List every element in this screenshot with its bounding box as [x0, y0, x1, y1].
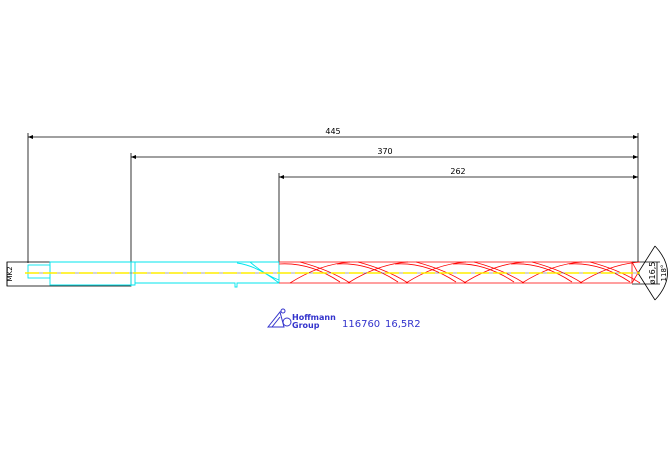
size-code: 16,5R2 — [385, 319, 421, 330]
dim-label-diameter: ø16,5 — [648, 262, 657, 285]
dim-label-370: 370 — [377, 147, 392, 156]
angle-leg — [637, 272, 656, 301]
svg-text:Hoffmann: Hoffmann — [292, 313, 336, 322]
shank — [27, 261, 280, 288]
article-number: 116760 — [342, 319, 380, 330]
dim-label-262: 262 — [450, 167, 465, 176]
svg-text:Group: Group — [292, 321, 320, 330]
hoffmann-logo: Hoffmann Group — [266, 308, 336, 330]
dim-label-angle: 118° — [660, 265, 668, 282]
shank-outline — [6, 261, 132, 287]
logo-triangle-icon — [266, 310, 285, 328]
dim-label-mk2: MK2 — [6, 266, 14, 281]
dim-label-445: 445 — [325, 127, 340, 136]
angle-leg — [637, 245, 656, 274]
angle-arc — [654, 245, 668, 301]
